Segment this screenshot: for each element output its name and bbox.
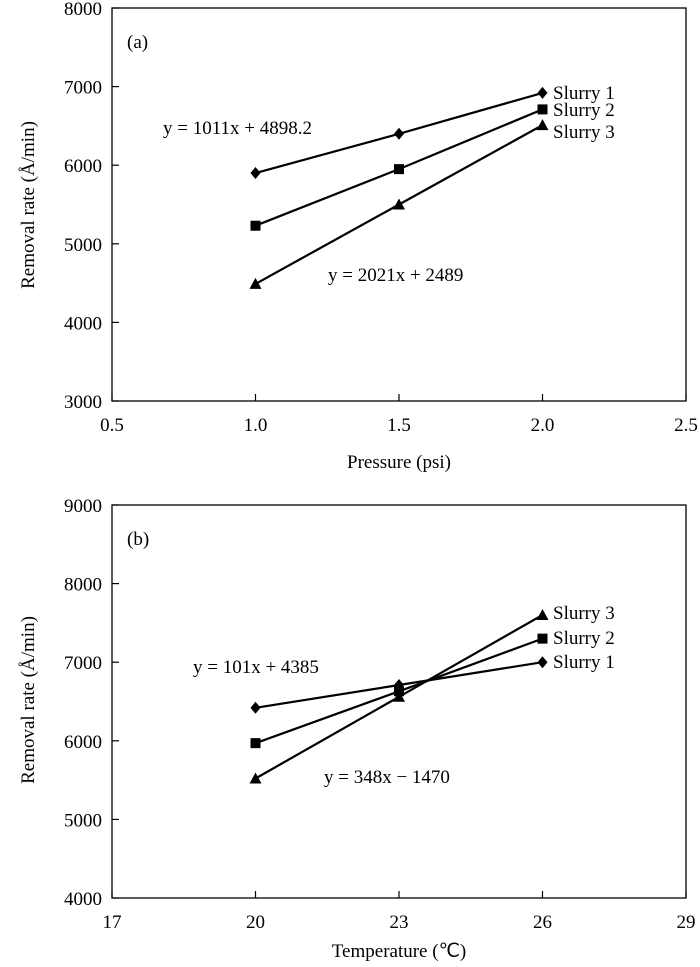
x-tick-label: 2.5: [674, 415, 698, 436]
x-tick-label: 1.0: [244, 415, 268, 436]
y-tick-label: 3000: [64, 392, 102, 413]
data-point-slurry-1: [537, 86, 548, 99]
data-point-slurry-2: [250, 738, 261, 749]
data-point-slurry-3: [249, 277, 262, 289]
x-tick-label: 17: [103, 912, 122, 933]
data-point-slurry-3: [393, 198, 405, 210]
y-tick-label: 8000: [64, 575, 102, 596]
data-point-slurry-2: [537, 104, 548, 115]
x-tick-label: 23: [390, 912, 409, 933]
legend-slurry-3: Slurry 3: [553, 603, 615, 624]
equation-slurry-1: y = 1011x + 4898.2: [163, 118, 312, 139]
legend-slurry-3: Slurry 3: [553, 122, 615, 143]
x-axis-label: Temperature (℃): [332, 941, 466, 962]
y-tick-label: 4000: [64, 889, 102, 910]
panel-a: 0.5 1.0 1.5 2.0 2.5300040005000600070008000 …: [18, 0, 698, 473]
x-tick-label: 2.0: [531, 415, 555, 436]
axes-layer: 0.5 1.0 1.5 2.0 2.5 3000 4000 5000 6000 7000 8000: [64, 0, 698, 436]
legend-slurry-2: Slurry 2: [553, 628, 615, 649]
x-tick-label: 26: [533, 912, 552, 933]
equation-slurry-3: y = 348x − 1470: [324, 767, 450, 788]
y-tick-label: 9000: [64, 496, 102, 517]
y-tick-label: 8000: [64, 0, 102, 20]
legend-slurry-1: Slurry 1: [553, 652, 615, 673]
y-axis-label: Removal rate (Å/min): [18, 121, 39, 289]
data-point-slurry-3: [536, 609, 549, 621]
data-point-slurry-3: [536, 119, 549, 131]
y-tick-label: 5000: [64, 235, 102, 256]
y-tick-label: 5000: [64, 810, 102, 831]
panel-label: (a): [127, 32, 148, 53]
data-point-slurry-1: [250, 167, 261, 180]
axes-layer: 17 20 23 26 29 4000 5000 6000 7000 8000 9000: [64, 496, 696, 933]
series-layer: [249, 86, 549, 289]
x-tick-label: 1.5: [387, 415, 411, 436]
y-tick-label: 6000: [64, 732, 102, 753]
data-point-slurry-1: [394, 127, 404, 140]
x-axis-label: Pressure (psi): [347, 452, 451, 473]
data-point-slurry-2: [394, 164, 404, 175]
data-point-slurry-1: [394, 678, 404, 691]
x-tick-label: 29: [677, 912, 696, 933]
data-point-slurry-1: [250, 701, 261, 714]
data-point-slurry-3: [249, 772, 262, 784]
y-tick-label: 6000: [64, 156, 102, 177]
data-point-slurry-2: [394, 686, 404, 697]
y-tick-label: 4000: [64, 313, 102, 334]
equation-slurry-3: y = 2021x + 2489: [328, 265, 463, 286]
data-point-slurry-1: [537, 656, 548, 669]
y-tick-label: 7000: [64, 653, 102, 674]
data-point-slurry-2: [250, 220, 261, 231]
data-point-slurry-2: [537, 633, 548, 644]
panel-label: (b): [127, 529, 149, 550]
series-layer: [249, 609, 549, 784]
x-tick-label: 20: [246, 912, 265, 933]
legend-slurry-1: Slurry 1: [553, 83, 615, 104]
y-axis-label: Removal rate (Å/min): [18, 616, 39, 784]
panel-b: 17 20 23 26 29 4000 5000 6000 7000 8000 9000 (b) T…: [18, 496, 696, 962]
equation-slurry-1: y = 101x + 4385: [193, 657, 319, 678]
x-tick-label: 0.5: [100, 415, 124, 436]
data-point-slurry-3: [393, 690, 405, 702]
legend-slurry-2: Slurry 2: [553, 100, 615, 121]
y-tick-label: 7000: [64, 78, 102, 99]
